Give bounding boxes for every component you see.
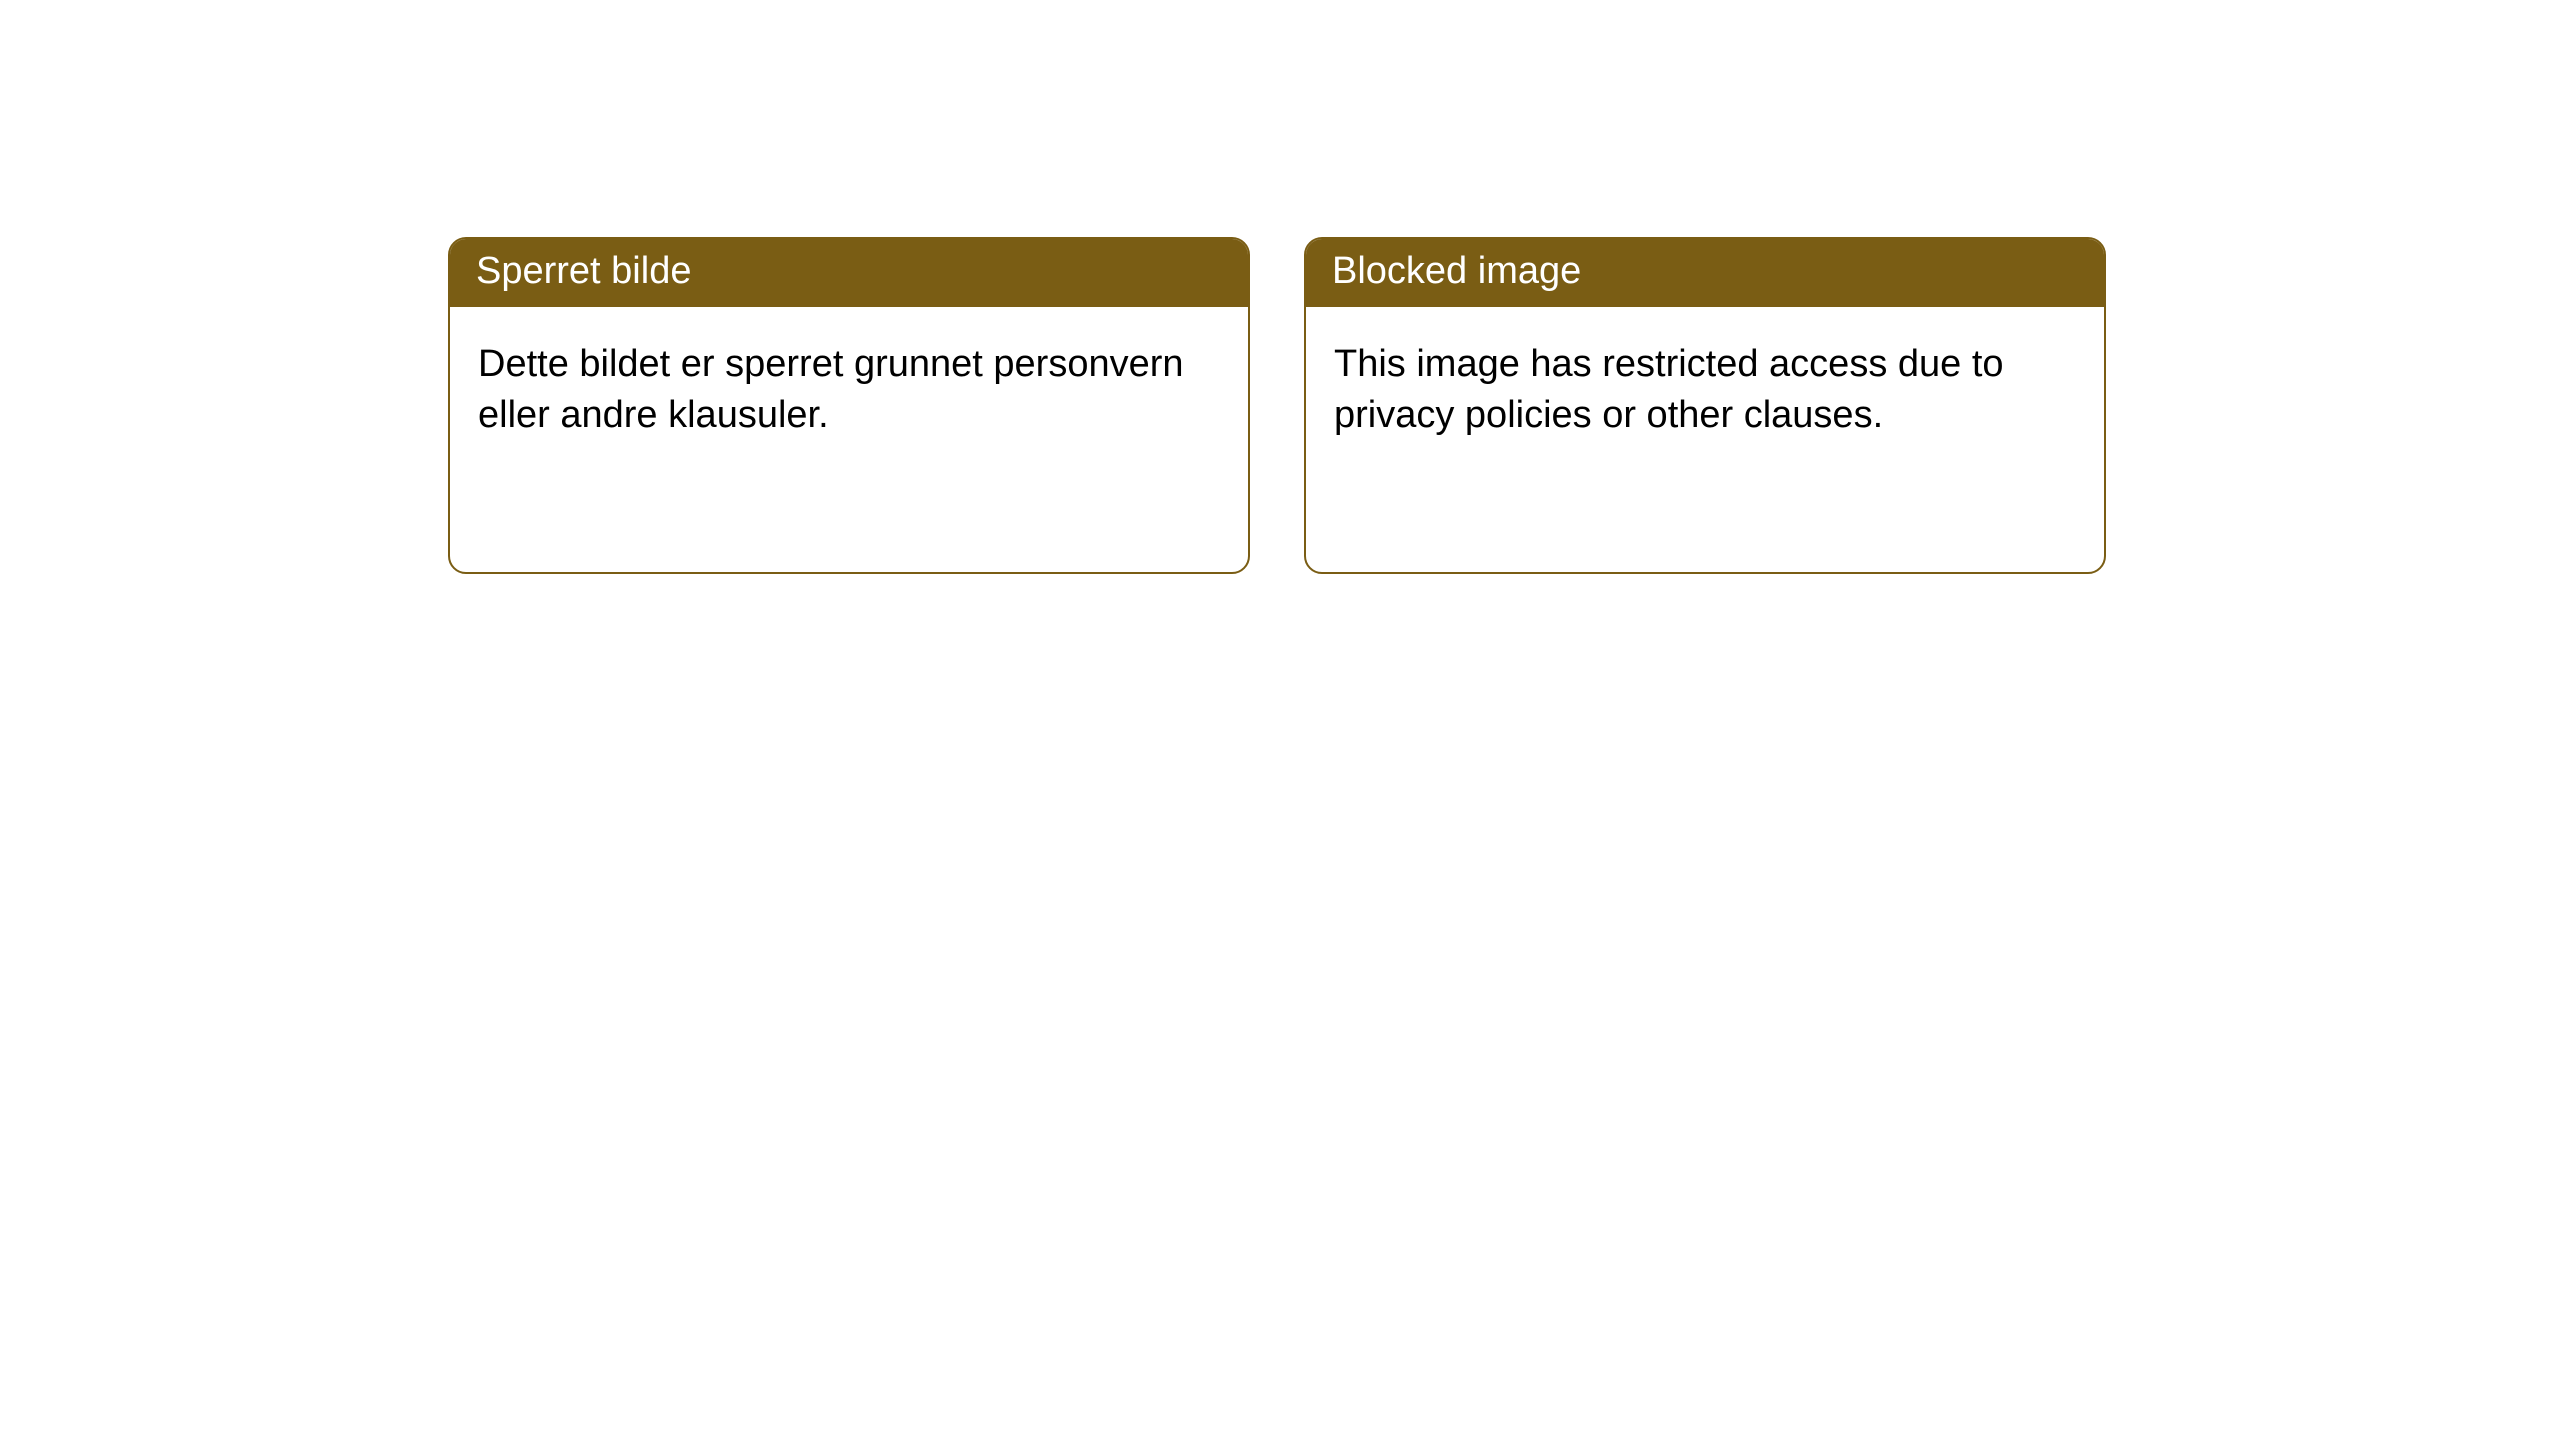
blocked-image-card-english: Blocked image This image has restricted … xyxy=(1304,237,2106,574)
card-body-norwegian: Dette bildet er sperret grunnet personve… xyxy=(450,307,1248,474)
card-body-english: This image has restricted access due to … xyxy=(1306,307,2104,474)
blocked-image-card-norwegian: Sperret bilde Dette bildet er sperret gr… xyxy=(448,237,1250,574)
notice-cards-container: Sperret bilde Dette bildet er sperret gr… xyxy=(0,0,2560,574)
card-title-norwegian: Sperret bilde xyxy=(450,239,1248,307)
card-title-english: Blocked image xyxy=(1306,239,2104,307)
